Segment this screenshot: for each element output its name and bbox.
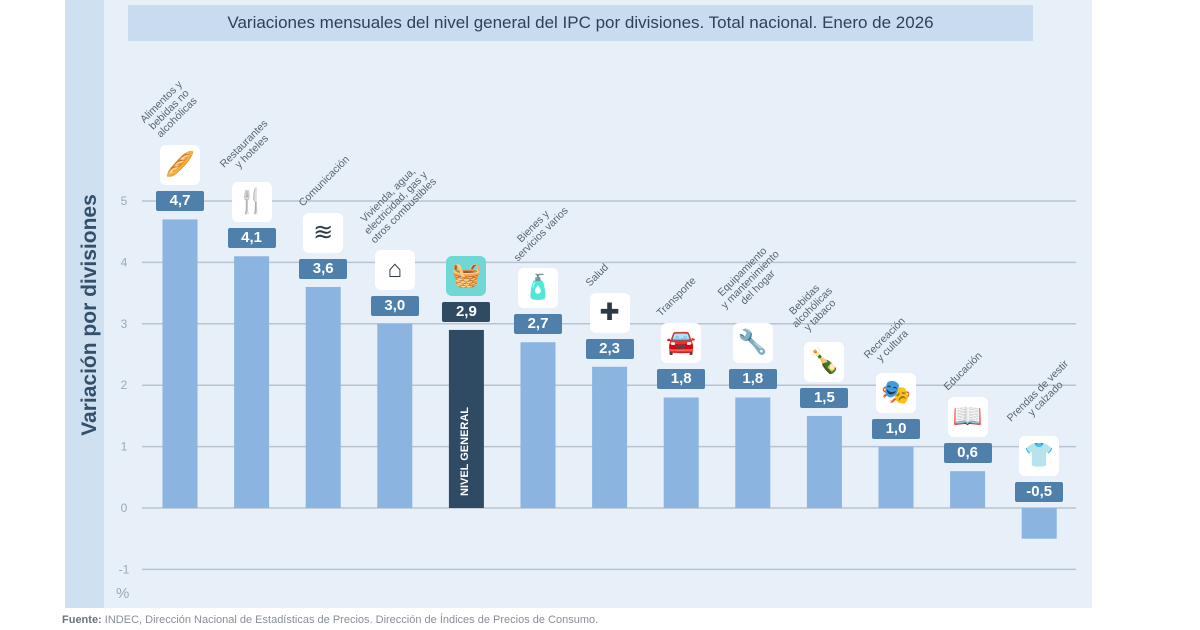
- y-tick-label: 3: [121, 317, 128, 331]
- bar: [592, 366, 628, 508]
- chart-title: Variaciones mensuales del nivel general …: [128, 5, 1033, 41]
- value-label: 2,9: [442, 301, 491, 322]
- y-tick-label: 1: [121, 440, 128, 454]
- bar: [1021, 508, 1057, 539]
- y-tick-label: 5: [121, 194, 128, 208]
- bar: [448, 329, 484, 508]
- y-axis-unit: %: [116, 585, 130, 602]
- book-icon: 📖: [947, 397, 988, 438]
- bar: [305, 286, 341, 508]
- value-label: 4,7: [156, 191, 204, 212]
- shirt-icon: 👕: [1019, 436, 1060, 476]
- bar: [806, 415, 842, 508]
- left-strip: [65, 0, 104, 608]
- value-label: 1,5: [800, 387, 849, 408]
- value-label: -0,5: [1015, 482, 1064, 502]
- bar: [950, 471, 986, 508]
- tools-icon: 🔧: [732, 323, 773, 364]
- health-cross-icon: ✚: [589, 292, 630, 333]
- bar: [663, 397, 699, 508]
- car-repair-icon: 🚘: [661, 323, 702, 364]
- value-label: 3,6: [299, 258, 348, 279]
- food-basket-icon: 🥖: [160, 145, 200, 186]
- source-label: Fuente:: [62, 614, 102, 626]
- bar: [162, 219, 198, 509]
- value-label: 2,7: [514, 314, 562, 335]
- bar: [377, 323, 413, 508]
- value-label: 1,8: [728, 369, 777, 390]
- value-label: 1,0: [872, 418, 920, 439]
- personal-care-icon: 🧴: [518, 268, 558, 309]
- value-label: 2,3: [585, 338, 634, 359]
- bottle-glass-icon: 🍾: [804, 341, 845, 382]
- source-text: INDEC, Dirección Nacional de Estadística…: [101, 614, 599, 626]
- y-tick-label: 0: [121, 501, 128, 515]
- bar: [735, 397, 771, 508]
- value-label: 0,6: [943, 443, 992, 464]
- value-label: 1,8: [657, 369, 706, 390]
- y-tick-label: 2: [121, 378, 128, 392]
- source-note: Fuente: INDEC, Dirección Nacional de Est…: [62, 614, 598, 626]
- value-label: 3,0: [370, 295, 419, 316]
- bar: [234, 256, 270, 508]
- bar: [878, 446, 914, 508]
- y-tick-label: -1: [119, 562, 130, 576]
- wifi-icon: ≋: [303, 212, 344, 253]
- shopping-basket-icon: 🧺: [446, 255, 487, 296]
- value-label: 4,1: [227, 228, 276, 249]
- bar: [520, 342, 556, 508]
- y-tick-label: 4: [121, 255, 128, 269]
- bar-inner-label: NIVEL GENERAL: [459, 406, 472, 496]
- theater-masks-icon: 🎭: [876, 372, 916, 413]
- fork-hotel-icon: 🍴: [231, 182, 272, 223]
- house-energy-icon: ⌂: [374, 249, 415, 290]
